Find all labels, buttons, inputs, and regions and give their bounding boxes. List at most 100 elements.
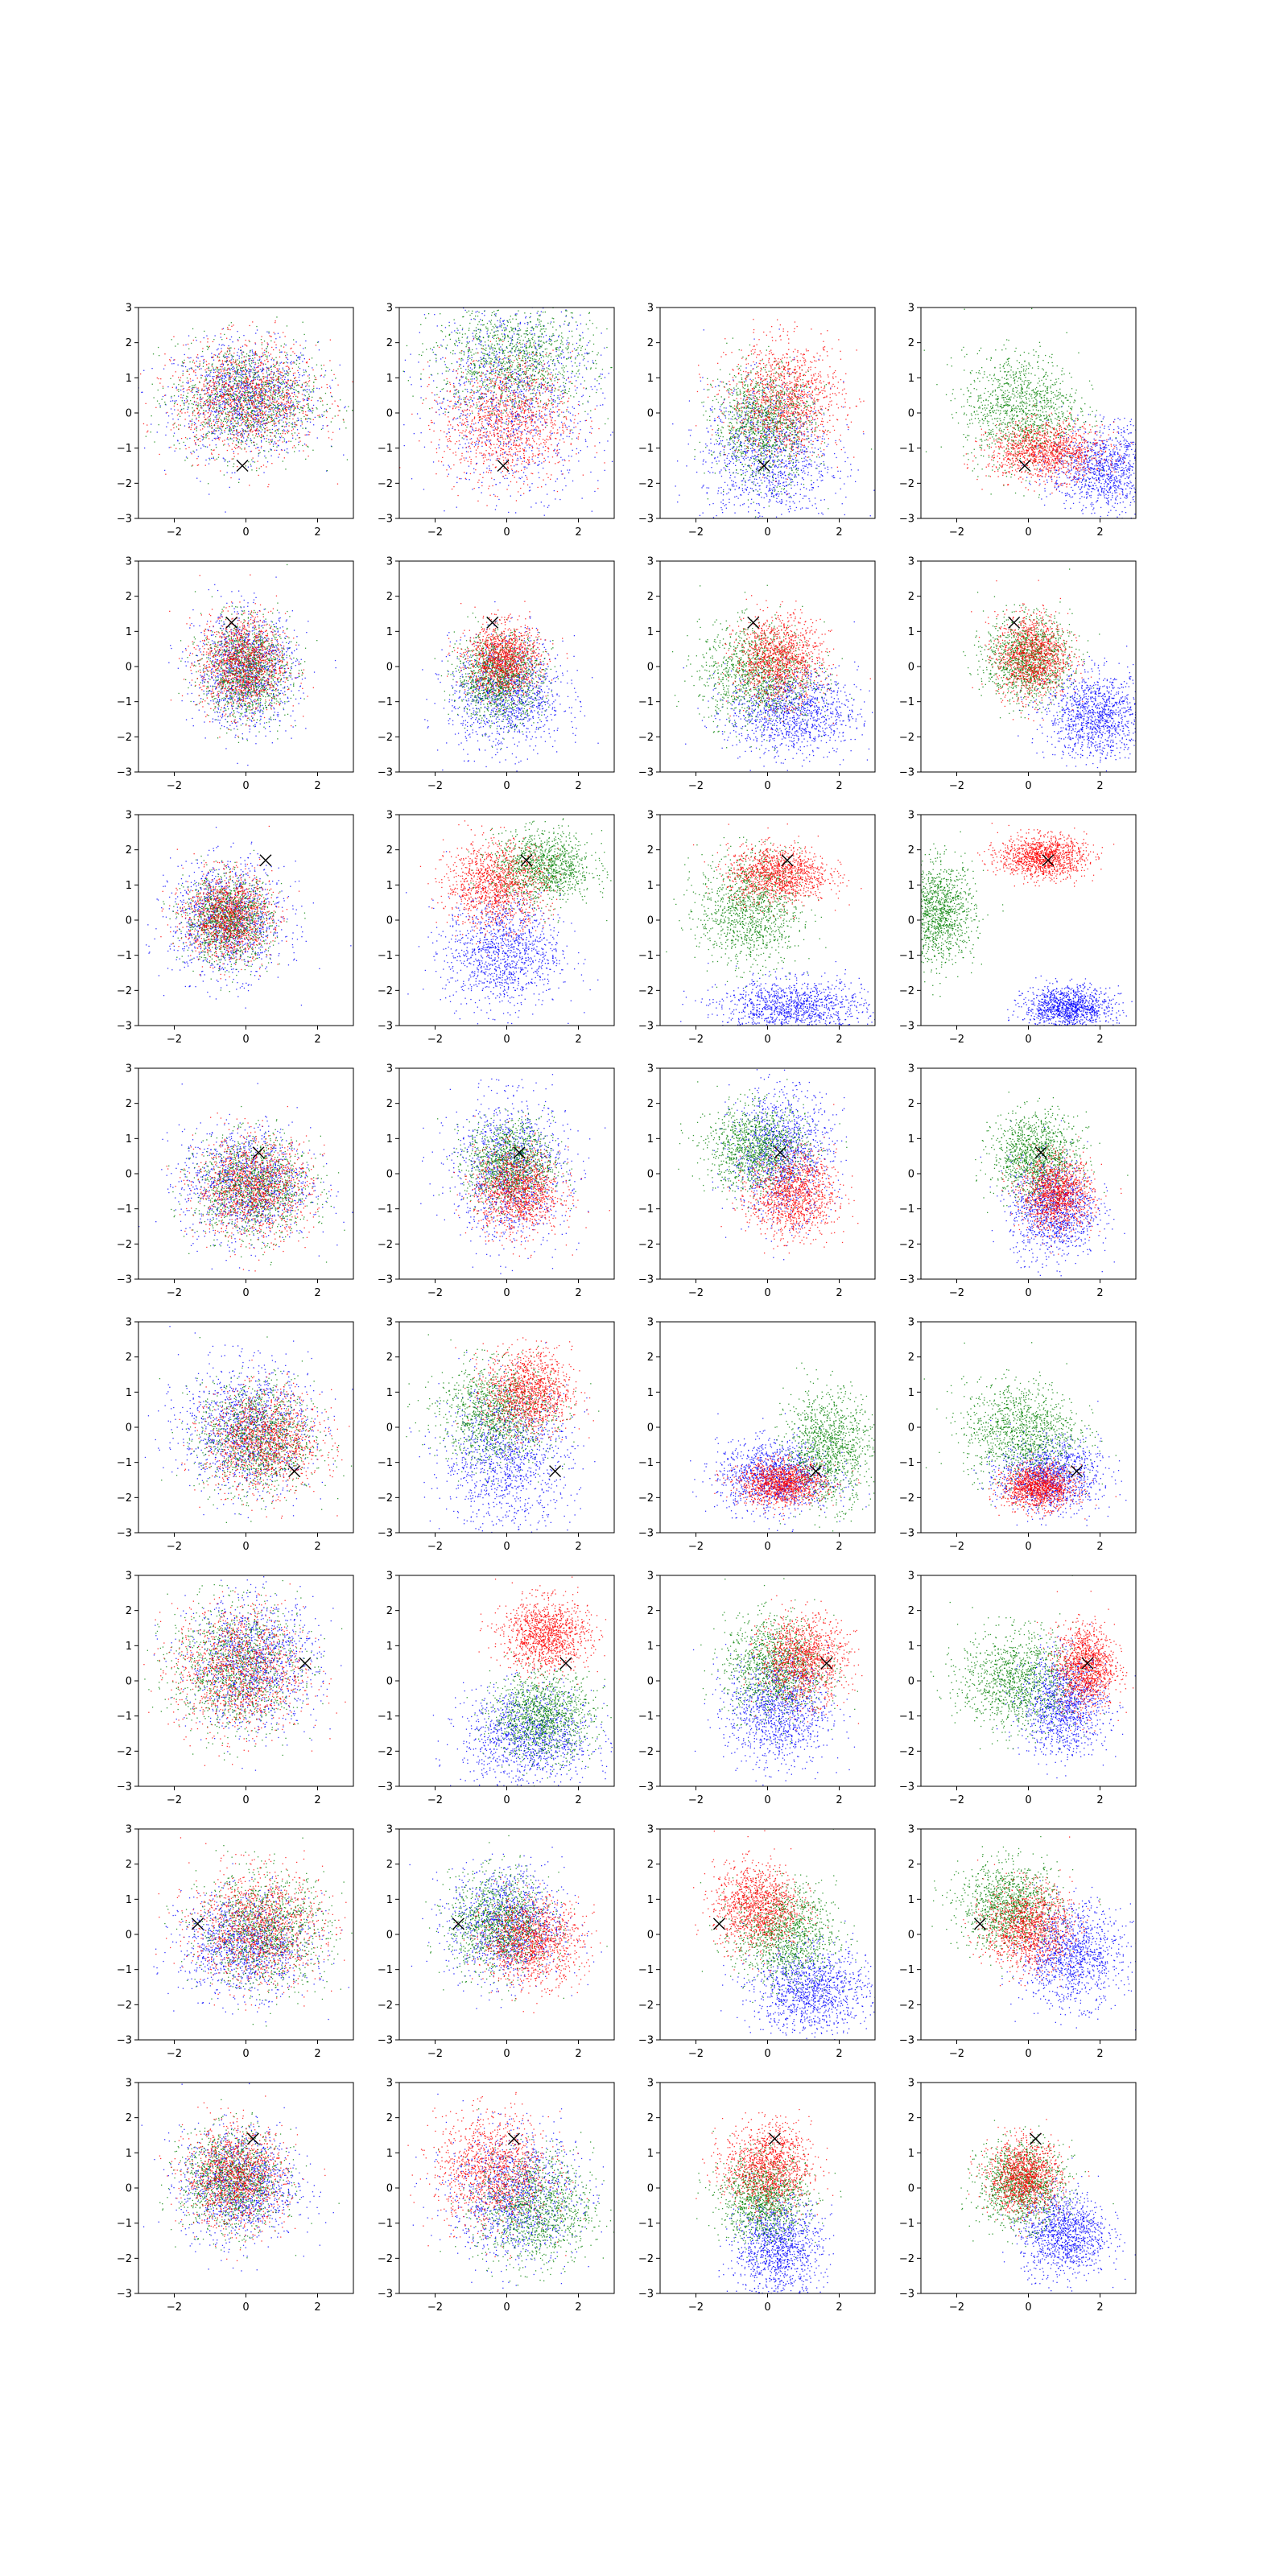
scatter-point: [233, 356, 234, 357]
scatter-point: [548, 361, 549, 362]
scatter-point: [263, 472, 264, 473]
scatter-point: [519, 477, 520, 478]
scatter-point: [169, 359, 170, 360]
scatter-point: [247, 421, 248, 422]
scatter-point: [252, 355, 253, 356]
scatter-point: [242, 441, 243, 442]
scatter-point: [296, 385, 297, 386]
scatter-point: [443, 464, 444, 465]
scatter-point: [249, 408, 250, 409]
scatter-point: [178, 377, 179, 378]
scatter-point: [513, 453, 514, 454]
scatter-point: [485, 327, 486, 328]
scatter-point: [405, 360, 406, 361]
scatter-point: [610, 435, 611, 436]
scatter-point: [288, 425, 289, 426]
scatter-point: [224, 409, 225, 410]
scatter-point: [245, 391, 246, 392]
scatter-point: [184, 354, 185, 355]
scatter-point: [255, 354, 256, 355]
scatter-point: [279, 409, 280, 410]
scatter-point: [552, 412, 553, 413]
scatter-point: [470, 451, 471, 452]
scatter-point: [491, 405, 492, 406]
scatter-point: [246, 353, 247, 354]
scatter-point: [286, 366, 287, 367]
scatter-point: [204, 401, 205, 402]
scatter-point: [261, 384, 262, 385]
scatter-point: [607, 440, 608, 441]
scatter-point: [284, 379, 285, 380]
scatter-point: [517, 396, 518, 397]
scatter-point: [276, 407, 277, 408]
scatter-point: [264, 350, 265, 351]
scatter-point: [222, 361, 223, 362]
scatter-point: [204, 419, 205, 420]
scatter-point: [547, 362, 548, 363]
scatter-point: [271, 418, 272, 419]
scatter-point: [550, 409, 551, 410]
scatter-point: [269, 416, 270, 417]
scatter-point: [557, 395, 558, 396]
scatter-point: [261, 407, 262, 408]
scatter-point: [567, 427, 568, 428]
scatter-point: [333, 374, 334, 375]
scatter-point: [532, 400, 533, 401]
scatter-point: [224, 384, 225, 385]
scatter-point: [224, 345, 225, 346]
scatter-point: [273, 407, 274, 408]
scatter-point: [216, 375, 217, 376]
scatter-point: [484, 387, 485, 388]
scatter-point: [443, 339, 444, 340]
scatter-point: [199, 414, 200, 415]
scatter-point: [323, 415, 324, 416]
scatter-point: [243, 394, 244, 395]
scatter-point: [240, 418, 241, 419]
scatter-point: [231, 394, 232, 395]
scatter-point: [227, 393, 228, 394]
scatter-point: [210, 381, 211, 382]
scatter-point: [185, 437, 186, 438]
scatter-point: [259, 391, 260, 392]
scatter-point: [297, 385, 298, 386]
scatter-point: [257, 426, 258, 427]
scatter-point: [183, 362, 184, 363]
scatter-point: [218, 382, 219, 383]
scatter-point: [525, 353, 526, 354]
scatter-point: [557, 358, 558, 359]
scatter-point: [253, 369, 254, 370]
scatter-point: [507, 383, 508, 384]
scatter-point: [196, 398, 197, 399]
scatter-point: [151, 368, 152, 369]
scatter-point: [302, 375, 303, 376]
scatter-point: [590, 417, 591, 418]
scatter-point: [543, 336, 544, 337]
scatter-point: [504, 324, 505, 325]
scatter-point: [500, 318, 501, 319]
scatter-point: [213, 360, 214, 361]
scatter-point: [257, 329, 258, 330]
scatter-point: [278, 381, 279, 382]
scatter-point: [206, 422, 207, 423]
scatter-point: [224, 407, 225, 408]
scatter-point: [523, 374, 524, 375]
scatter-point: [469, 341, 470, 342]
scatter-point: [279, 352, 280, 353]
scatter-point: [188, 415, 189, 416]
scatter-point: [297, 429, 298, 430]
scatter-point: [244, 389, 245, 390]
scatter-point: [257, 372, 258, 373]
scatter-point: [214, 402, 215, 403]
scatter-point: [267, 396, 268, 397]
scatter-point: [234, 430, 235, 431]
scatter-point: [268, 352, 269, 353]
scatter-point: [494, 362, 495, 363]
scatter-point: [486, 468, 487, 469]
scatter-point: [207, 383, 208, 384]
scatter-point: [211, 425, 212, 426]
scatter-point: [508, 397, 509, 398]
scatter-point: [507, 405, 508, 406]
scatter-point: [192, 328, 193, 329]
scatter-point: [195, 423, 196, 424]
scatter-point: [572, 365, 573, 366]
